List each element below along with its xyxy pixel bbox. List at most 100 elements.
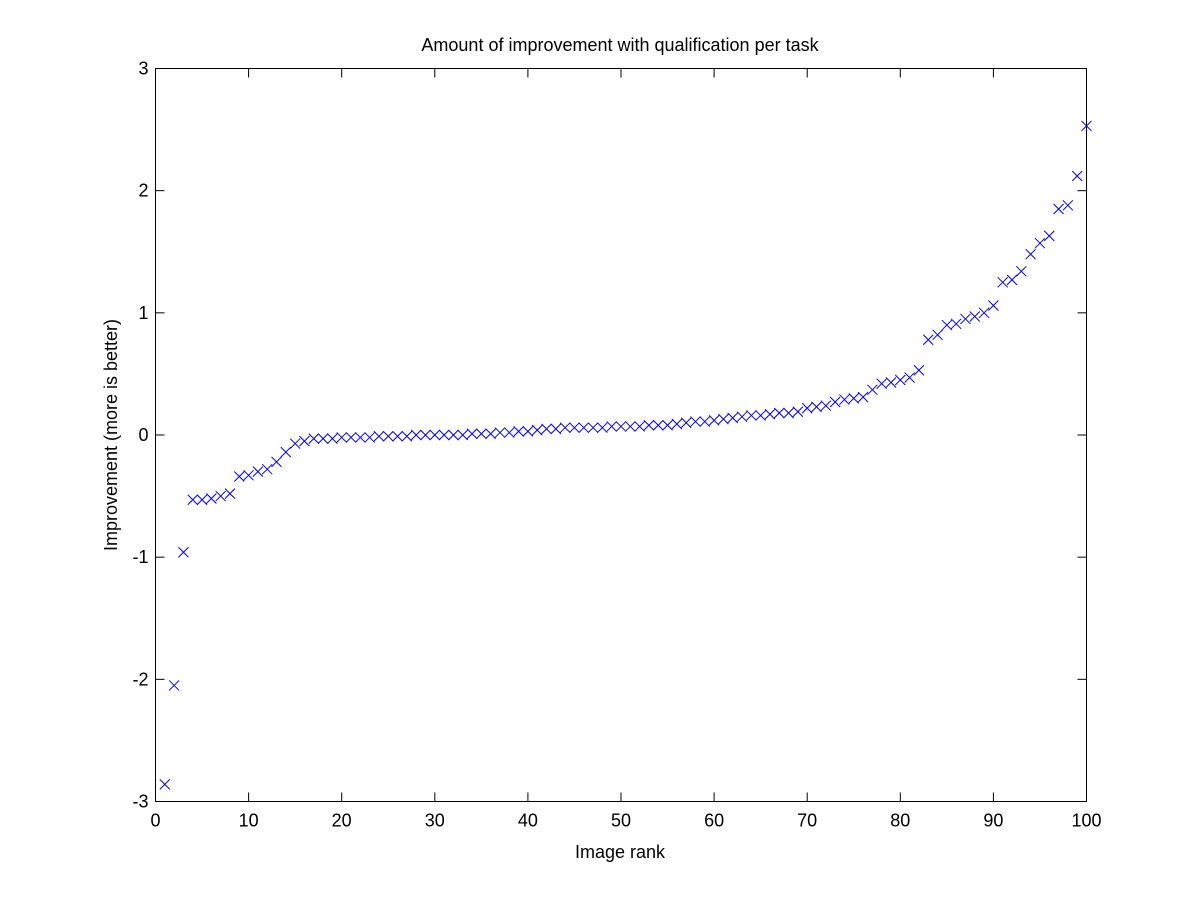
data-point bbox=[745, 410, 757, 421]
data-point bbox=[773, 407, 785, 419]
data-point bbox=[671, 418, 683, 430]
data-point bbox=[1006, 274, 1018, 286]
x-tick-label: 90 bbox=[983, 811, 1003, 831]
data-point bbox=[354, 432, 366, 443]
data-point bbox=[364, 432, 375, 443]
data-point bbox=[1043, 230, 1055, 242]
y-tick-label: 3 bbox=[138, 59, 148, 79]
data-point bbox=[783, 407, 794, 419]
data-point bbox=[299, 435, 310, 447]
data-point bbox=[550, 423, 562, 435]
data-point bbox=[587, 422, 599, 434]
data-point bbox=[252, 466, 264, 478]
data-point bbox=[578, 422, 590, 434]
data-point bbox=[475, 428, 487, 440]
data-point bbox=[792, 406, 804, 418]
data-point bbox=[988, 300, 999, 311]
data-point bbox=[1015, 265, 1027, 277]
data-point bbox=[913, 364, 925, 376]
data-point bbox=[420, 429, 431, 441]
data-point bbox=[559, 422, 571, 434]
data-point bbox=[233, 471, 245, 482]
data-point bbox=[736, 411, 748, 423]
data-point bbox=[680, 417, 692, 429]
data-point bbox=[187, 494, 199, 506]
data-point bbox=[159, 779, 171, 790]
y-tick-label: 1 bbox=[138, 303, 148, 323]
data-point bbox=[606, 421, 618, 432]
data-point bbox=[764, 408, 776, 420]
data-point bbox=[1071, 170, 1083, 182]
data-point bbox=[755, 410, 767, 421]
y-tick-label: -3 bbox=[132, 792, 148, 812]
data-point bbox=[894, 374, 906, 386]
tick-labels: 0 10 20 30 40 50 60 70 80 90 100 -3 -2 -1 0 1 2 3 bbox=[132, 59, 1101, 831]
data-point bbox=[1034, 237, 1046, 249]
data-point bbox=[448, 429, 459, 441]
x-tick-label: 60 bbox=[704, 811, 724, 831]
data-point bbox=[1025, 248, 1036, 260]
data-point bbox=[317, 433, 329, 445]
data-point bbox=[727, 412, 739, 424]
data-point bbox=[885, 377, 897, 388]
data-point bbox=[1053, 203, 1064, 215]
data-point bbox=[215, 490, 227, 502]
data-point bbox=[243, 469, 254, 481]
data-point bbox=[876, 378, 888, 390]
data-point bbox=[531, 424, 543, 436]
x-tick-label: 10 bbox=[239, 811, 259, 831]
data-point bbox=[950, 318, 962, 330]
y-tick-label: -2 bbox=[132, 669, 148, 689]
data-point bbox=[410, 429, 422, 441]
data-point bbox=[261, 463, 273, 475]
data-point bbox=[401, 430, 413, 442]
data-point bbox=[690, 416, 701, 427]
y-tick-label: -1 bbox=[132, 547, 148, 567]
data-point bbox=[699, 416, 711, 427]
data-point bbox=[708, 414, 720, 426]
data-point bbox=[820, 400, 832, 412]
data-point bbox=[969, 311, 981, 322]
data-point bbox=[932, 329, 943, 341]
data-point bbox=[522, 425, 534, 437]
data-point bbox=[327, 433, 338, 445]
data-point bbox=[1062, 199, 1074, 211]
x-axis-label: Image rank bbox=[575, 842, 666, 862]
data-point bbox=[718, 413, 729, 425]
data-point bbox=[569, 422, 580, 434]
data-point bbox=[662, 419, 673, 431]
data-point bbox=[615, 421, 627, 432]
data-point bbox=[941, 319, 953, 331]
data-point bbox=[848, 392, 860, 404]
data-point bbox=[392, 430, 403, 442]
data-point bbox=[904, 372, 915, 383]
data-point bbox=[652, 419, 664, 431]
data-point bbox=[457, 429, 469, 441]
data-point bbox=[438, 429, 450, 441]
data-point bbox=[503, 427, 515, 438]
data-point bbox=[429, 429, 441, 441]
data-point bbox=[1081, 120, 1092, 132]
data-point bbox=[634, 421, 645, 432]
data-point bbox=[308, 433, 320, 445]
data-point bbox=[624, 421, 636, 432]
data-point bbox=[801, 402, 813, 414]
data-points bbox=[159, 120, 1092, 790]
data-point bbox=[485, 428, 497, 440]
data-point bbox=[224, 488, 236, 499]
data-point bbox=[280, 446, 292, 458]
x-tick-label: 20 bbox=[332, 811, 352, 831]
data-point bbox=[382, 430, 394, 442]
data-point bbox=[811, 401, 822, 413]
x-tick-label: 80 bbox=[890, 811, 910, 831]
data-point bbox=[922, 334, 934, 346]
data-point bbox=[494, 427, 506, 438]
data-point bbox=[597, 422, 608, 434]
data-point bbox=[168, 680, 180, 691]
x-tick-label: 40 bbox=[518, 811, 538, 831]
data-point bbox=[839, 394, 850, 405]
data-point bbox=[373, 430, 385, 442]
data-point bbox=[345, 432, 357, 443]
data-point bbox=[867, 384, 878, 396]
